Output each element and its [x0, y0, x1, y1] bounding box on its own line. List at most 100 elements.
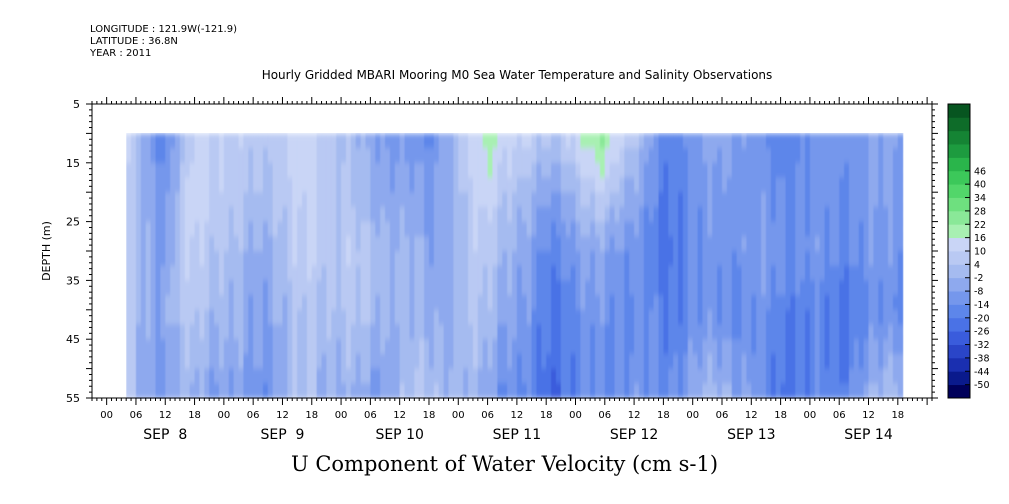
heatmap-cell — [678, 309, 684, 326]
heatmap-cell — [668, 295, 674, 311]
heatmap-cell — [805, 280, 811, 296]
heatmap-cell — [795, 295, 801, 311]
heatmap-cell — [878, 251, 884, 267]
heatmap-cell — [428, 162, 435, 179]
heatmap-cell — [282, 368, 288, 384]
heatmap-cell — [414, 192, 420, 208]
heatmap-cell — [790, 339, 796, 355]
heatmap-cell — [604, 265, 611, 281]
heatmap-cell — [663, 368, 669, 384]
heatmap-cell — [775, 251, 782, 267]
heatmap-cell — [653, 295, 660, 311]
heatmap-cell — [541, 368, 547, 384]
heatmap-cell — [599, 280, 606, 296]
heatmap-cell — [551, 265, 557, 281]
heatmap-cell — [702, 133, 708, 149]
heatmap-cell — [575, 133, 581, 149]
x-tick-label: 00 — [804, 410, 817, 421]
heatmap-cell — [458, 353, 464, 370]
heatmap-cell — [272, 339, 279, 355]
heatmap-cell — [150, 192, 157, 208]
heatmap-cell — [399, 265, 406, 281]
heatmap-cell — [722, 192, 728, 208]
heatmap-cell — [355, 324, 362, 340]
heatmap-cell — [692, 148, 699, 164]
heatmap-cell — [702, 368, 708, 384]
heatmap-cell — [805, 133, 811, 149]
heatmap-cell — [658, 206, 664, 223]
heatmap-cell — [306, 339, 313, 355]
heatmap-cell — [331, 324, 337, 340]
heatmap-cell — [326, 177, 332, 193]
heatmap-cell — [350, 251, 357, 267]
heatmap-cell — [292, 206, 298, 223]
heatmap-cell — [746, 309, 752, 326]
heatmap-cell — [443, 324, 450, 340]
heatmap-cell — [829, 353, 835, 370]
heatmap-cell — [614, 192, 621, 208]
heatmap-cell — [580, 192, 586, 208]
heatmap-cell — [653, 221, 660, 237]
heatmap-cell — [897, 295, 904, 311]
heatmap-cell — [726, 383, 733, 399]
heatmap-cell — [175, 236, 181, 252]
heatmap-cell — [428, 177, 435, 193]
heatmap-cell — [834, 339, 840, 355]
heatmap-cell — [731, 133, 738, 149]
heatmap-cell — [262, 148, 269, 164]
heatmap-cell — [785, 353, 791, 370]
heatmap-cell — [614, 295, 621, 311]
heatmap-cell — [580, 339, 586, 355]
heatmap-cell — [404, 177, 411, 193]
heatmap-cell — [668, 133, 674, 149]
heatmap-cell — [722, 251, 728, 267]
heatmap-cell — [707, 295, 713, 311]
heatmap-cell — [790, 221, 796, 237]
heatmap-cell — [370, 368, 376, 384]
heatmap-cell — [350, 162, 357, 179]
heatmap-cell — [541, 133, 547, 149]
heatmap-cell — [546, 133, 552, 149]
heatmap-cell — [868, 148, 874, 164]
heatmap-cell — [604, 383, 611, 399]
heatmap-cell — [878, 221, 884, 237]
heatmap-cell — [526, 148, 533, 164]
heatmap-cell — [321, 309, 328, 326]
heatmap-cell — [243, 280, 249, 296]
heatmap-cell — [590, 221, 596, 237]
heatmap-cell — [243, 295, 249, 311]
heatmap-cell — [204, 236, 210, 252]
heatmap-cell — [546, 236, 552, 252]
heatmap-cell — [253, 295, 259, 311]
heatmap-cell — [375, 339, 381, 355]
heatmap-cell — [165, 324, 171, 340]
heatmap-cell — [243, 265, 249, 281]
heatmap-cell — [604, 295, 611, 311]
heatmap-cell — [458, 221, 464, 237]
heatmap-cell — [375, 206, 381, 223]
heatmap-cell — [873, 265, 879, 281]
heatmap-cell — [844, 353, 850, 370]
heatmap-cell — [179, 251, 186, 267]
heatmap-cell — [433, 148, 440, 164]
heatmap-cell — [824, 309, 831, 326]
heatmap-cell — [248, 265, 254, 281]
heatmap-cell — [790, 236, 796, 252]
heatmap-cell — [712, 133, 718, 149]
heatmap-cell — [516, 295, 523, 311]
heatmap-cell — [707, 251, 713, 267]
heatmap-cell — [321, 133, 328, 149]
heatmap-cell — [262, 339, 269, 355]
heatmap-cell — [507, 280, 513, 296]
heatmap-cells — [126, 133, 904, 399]
heatmap-cell — [805, 309, 811, 326]
heatmap-cell — [770, 383, 777, 399]
heatmap-cell — [888, 280, 894, 296]
heatmap-cell — [199, 339, 205, 355]
heatmap-cell — [551, 192, 557, 208]
heatmap-cell — [805, 236, 811, 252]
heatmap-cell — [682, 221, 689, 237]
heatmap-cell — [175, 162, 181, 179]
heatmap-cell — [741, 295, 748, 311]
heatmap-cell — [194, 265, 201, 281]
